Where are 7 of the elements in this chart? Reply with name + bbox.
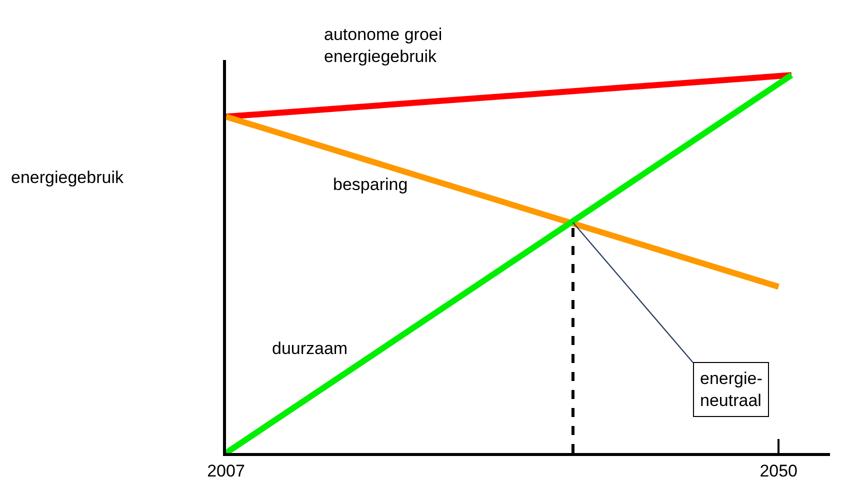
annotation: energie- neutraal [700,369,762,410]
x-tick-label: 2007 [207,461,245,480]
text: autonome groei energiegebruik [324,25,442,66]
y-axis-title: energiegebruik [11,168,124,187]
series-label: besparing [333,175,408,194]
series-label: duurzaam [272,339,348,358]
x-tick-label: 2050 [760,461,798,480]
